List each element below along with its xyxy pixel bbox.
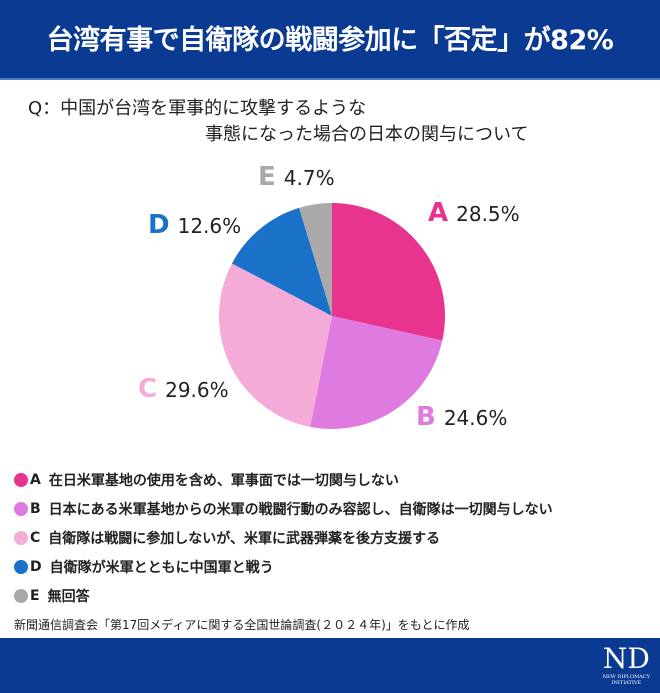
- legend-text: 無回答: [47, 588, 90, 605]
- legend-letter: B: [30, 500, 41, 517]
- data-label: 4.7%: [283, 166, 335, 190]
- label-e: E 4.7%: [258, 162, 335, 192]
- page-title: 台湾有事で自衛隊の戦闘参加に「否定」が82%: [46, 25, 614, 56]
- legend-text: 在日米軍基地の使用を含め、軍事面では一切関与しない: [48, 472, 399, 489]
- pie-slice-a: [332, 203, 445, 341]
- legend-letter: C: [30, 529, 41, 546]
- pie-slice-e: [299, 203, 332, 316]
- label-d: D 12.6%: [148, 210, 241, 240]
- footer-banner: ND NEW DIPLOMACY INITIATIVE: [0, 638, 660, 693]
- label-b: B 24.6%: [416, 402, 507, 432]
- question-line-1: Q：中国が台湾を軍事的に攻撃するような: [28, 98, 367, 119]
- pie-slice-d: [231, 207, 332, 316]
- legend-swatch: [14, 530, 28, 545]
- logo-sub: NEW DIPLOMACY: [602, 674, 650, 680]
- pie-slice-b: [310, 316, 443, 429]
- legend: A 在日米軍基地の使用を含め、軍事面では一切関与しない B 日本にある米軍基地からの…: [14, 465, 553, 610]
- legend-swatch: [14, 588, 28, 603]
- legend-text: 自衛隊が米軍とともに中国軍と戦う: [49, 559, 274, 576]
- label-c: C 29.6%: [138, 374, 229, 404]
- label-letter: C: [138, 374, 158, 404]
- legend-letter: D: [30, 558, 42, 575]
- label-letter: D: [148, 210, 170, 240]
- logo-mark: ND: [602, 642, 650, 675]
- legend-item-a: A 在日米軍基地の使用を含め、軍事面では一切関与しない: [14, 465, 553, 494]
- legend-item-c: C 自衛隊は戦闘に参加しないが、米軍に武器弾薬を後方支援する: [14, 523, 553, 552]
- logo-sub: INITIATIVE: [611, 680, 642, 686]
- question-line-2: 事態になった場合の日本の関与について: [205, 124, 529, 145]
- source-note: 新聞通信調査会「第17回メディアに関する全国世論調査(２０２４年)」をもとに作成: [14, 618, 470, 632]
- legend-item-b: B 日本にある米軍基地からの米軍の戦闘行動のみ容認し、自衛隊は一切関与しない: [14, 494, 553, 523]
- label-letter: B: [416, 402, 436, 432]
- legend-letter: E: [30, 587, 40, 604]
- legend-item-d: D 自衛隊が米軍とともに中国軍と戦う: [14, 552, 553, 581]
- legend-swatch: [14, 501, 28, 516]
- legend-text: 自衛隊は戦闘に参加しないが、米軍に武器弾薬を後方支援する: [48, 530, 440, 547]
- legend-text: 日本にある米軍基地からの米軍の戦闘行動のみ容認し、自衛隊は一切関与しない: [48, 501, 553, 518]
- label-letter: E: [258, 162, 276, 192]
- legend-letter: A: [30, 471, 41, 488]
- data-label: 12.6%: [177, 214, 242, 238]
- pie-slice-c: [218, 263, 332, 427]
- header-banner: 台湾有事で自衛隊の戦闘参加に「否定」が82%: [0, 0, 660, 80]
- data-label: 24.6%: [443, 406, 508, 430]
- legend-swatch: [14, 472, 28, 487]
- data-label: 28.5%: [456, 202, 520, 226]
- nd-logo: ND NEW DIPLOMACY INITIATIVE: [602, 642, 650, 687]
- label-a: A 28.5%: [428, 198, 520, 228]
- label-letter: A: [428, 198, 449, 228]
- legend-item-e: E 無回答: [14, 581, 553, 610]
- legend-swatch: [14, 559, 28, 574]
- data-label: 29.6%: [165, 378, 229, 402]
